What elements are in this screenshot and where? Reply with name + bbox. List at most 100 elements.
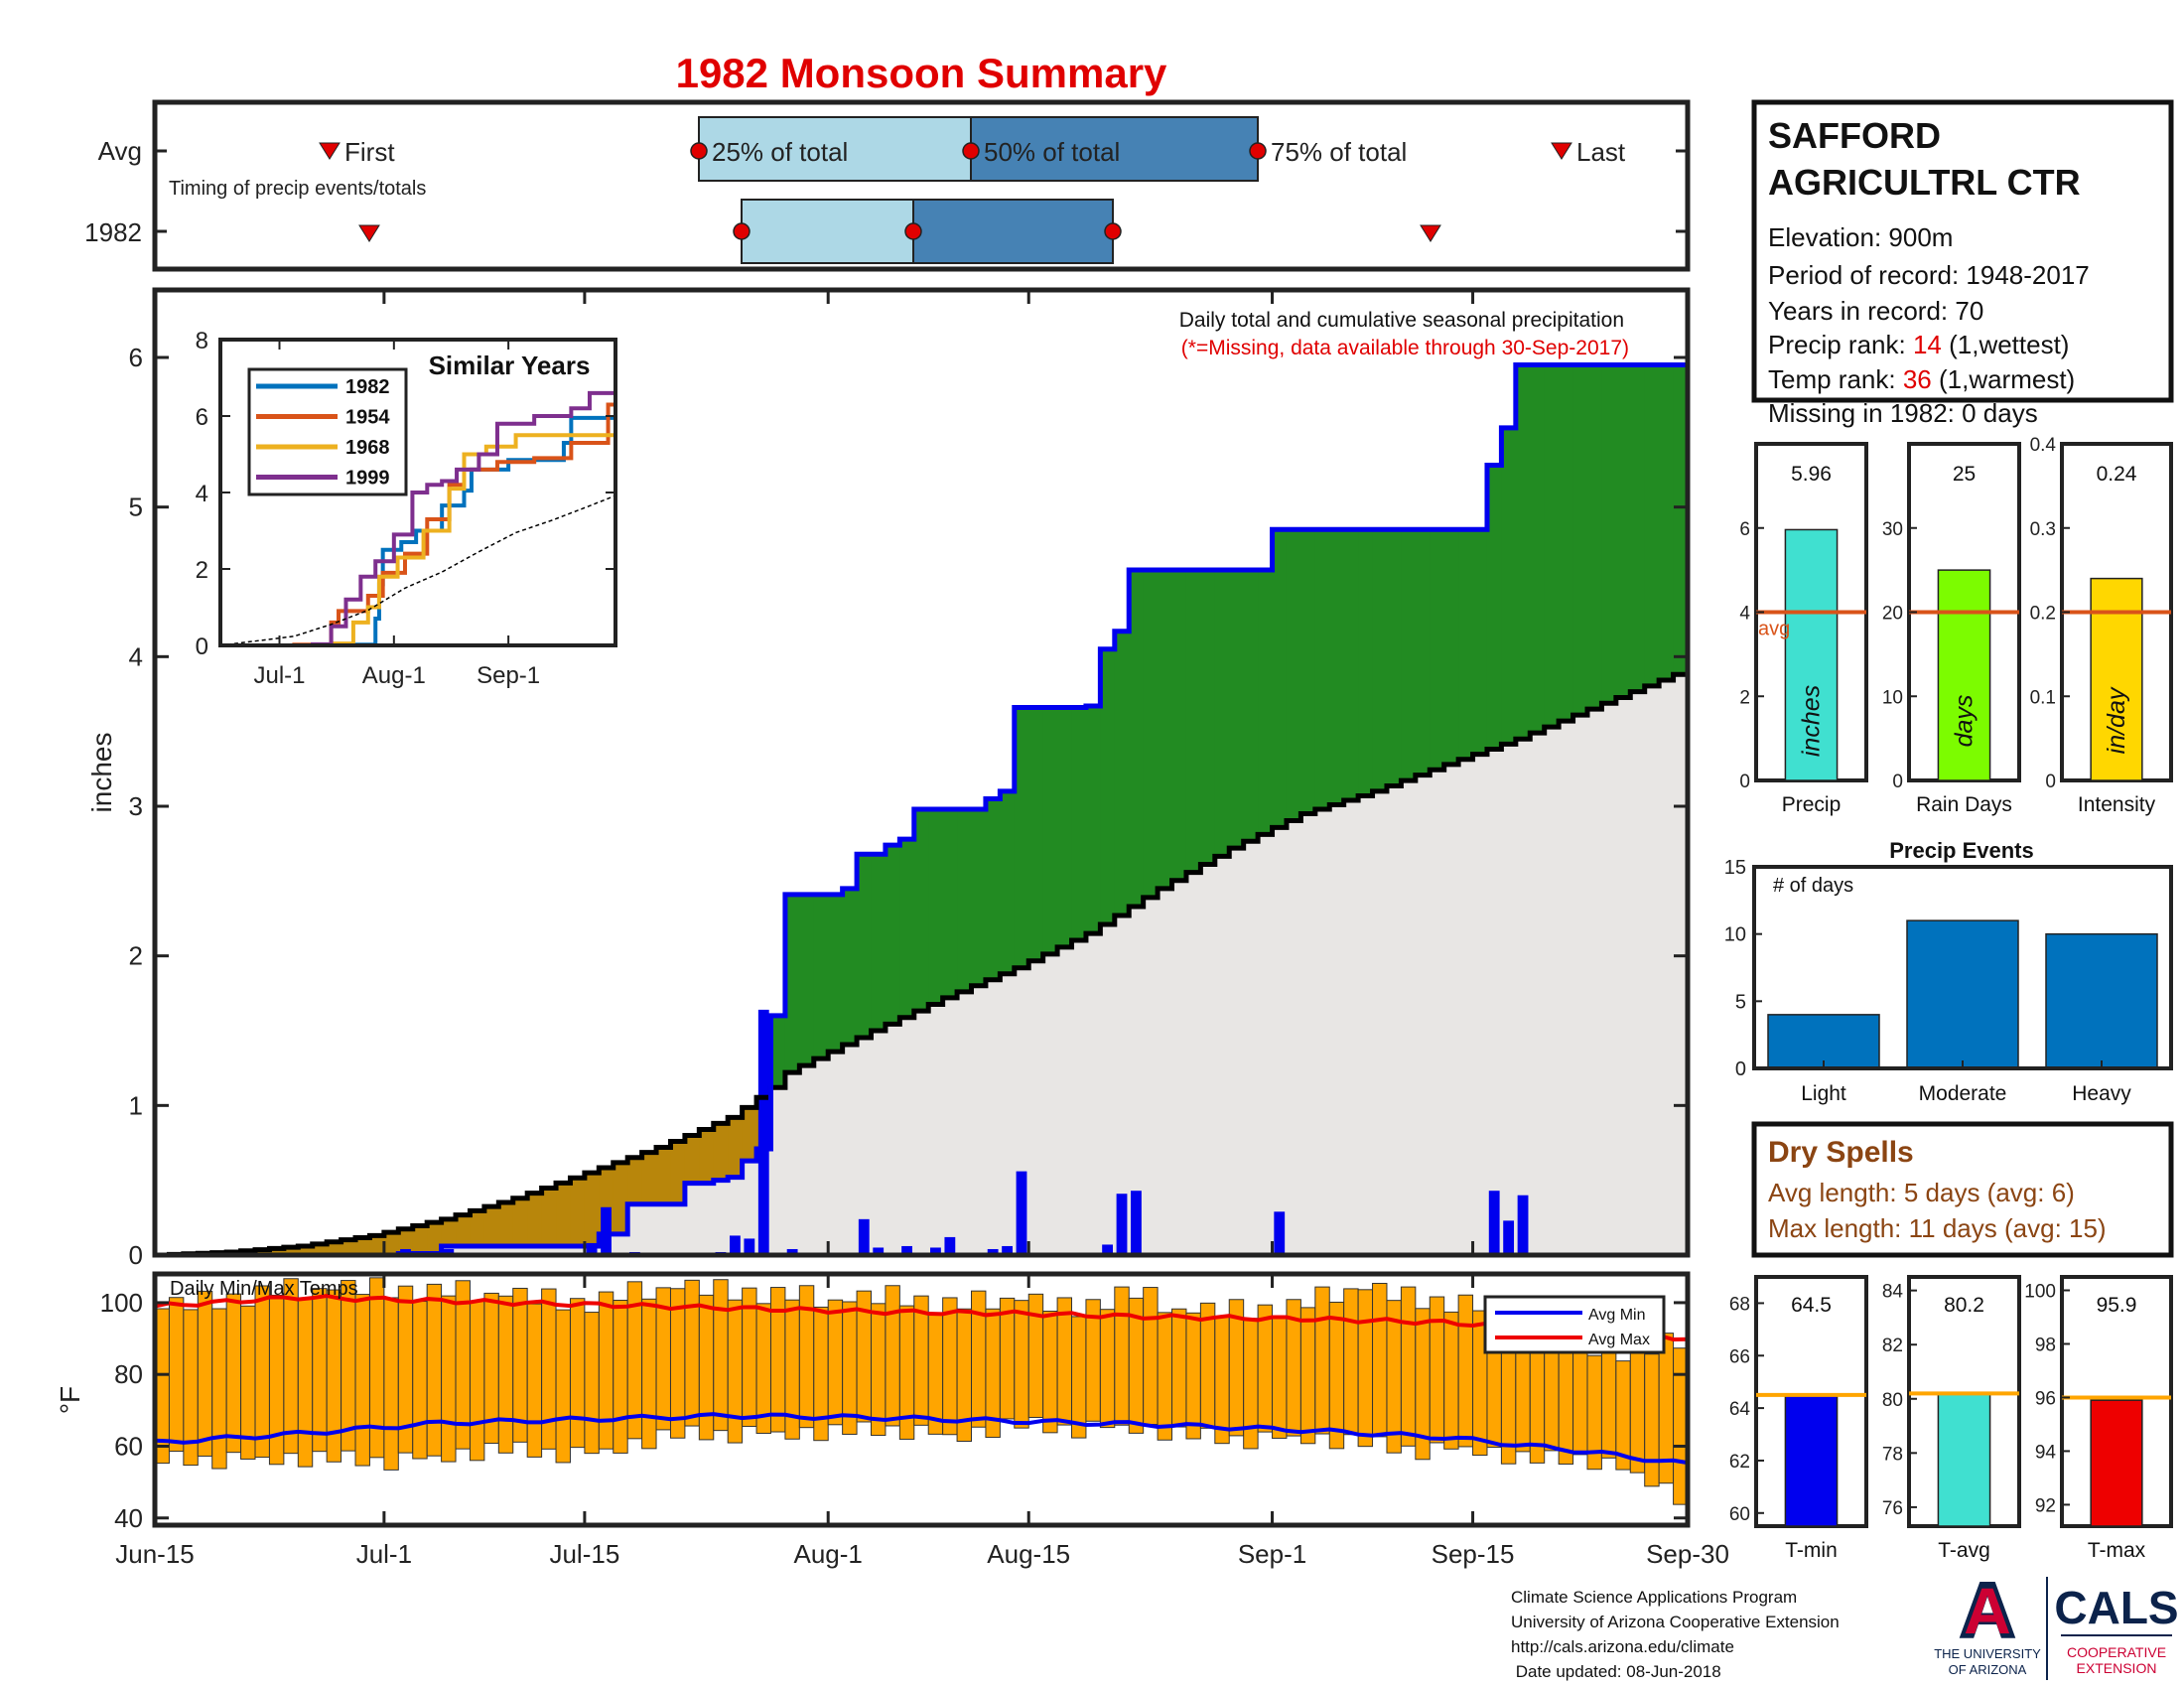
mini-panel-y-tick-label: 68 [1729, 1294, 1750, 1315]
timing-avg-p50-marker [962, 142, 980, 160]
mini-panel-y-tick-label: 6 [1739, 519, 1750, 540]
daily-temp-bar [225, 1293, 242, 1454]
precip-events-ylabel: # of days [1773, 875, 1853, 897]
temp-y-tick-label: 60 [114, 1431, 143, 1461]
dry-spells-box: Dry Spells Avg length: 5 days (avg: 6) M… [1751, 1121, 2174, 1258]
date-tick-label: Jun-15 [115, 1539, 195, 1569]
mini-panel-unit-label-1: days [1951, 695, 1979, 748]
daily-precip-bar [987, 1248, 999, 1255]
date-tick-label: Jul-1 [356, 1539, 412, 1569]
daily-temp-bar [1257, 1304, 1274, 1433]
mini-panel-y-tick-label: 96 [2035, 1388, 2056, 1409]
below-average-fill [627, 1157, 643, 1204]
above-average-fill [1258, 569, 1274, 835]
daily-temp-bar [1171, 1308, 1187, 1428]
timing-first-label: First [344, 137, 395, 167]
main-plot-note: Daily total and cumulative seasonal prec… [1179, 309, 1624, 332]
station-name-line1: SAFFORD [1768, 115, 1941, 156]
above-average-fill [1559, 364, 1574, 722]
cals-logo: CALS COOPERATIVE EXTENSION [2054, 1582, 2178, 1676]
timing-p75-label: 75% of total [1271, 137, 1407, 167]
main-plot-lines [155, 362, 1691, 1258]
date-tick-label: Sep-15 [1432, 1539, 1515, 1569]
daily-temp-bar [341, 1280, 356, 1452]
daily-temp-bar [1071, 1316, 1087, 1439]
daily-temp-bar [1600, 1343, 1617, 1459]
inset-line-avg [219, 494, 616, 646]
station-period: Period of record: 1948-2017 [1768, 260, 2090, 290]
above-average-fill [899, 839, 915, 1018]
main-plot-missing-note: (*=Missing, data available through 30-Se… [1181, 337, 1629, 359]
above-average-fill [1372, 529, 1388, 791]
daily-temp-bar [1429, 1296, 1445, 1444]
mini-panel-bar-precip [1784, 528, 1839, 781]
daily-temp-bar [297, 1297, 314, 1468]
daily-temp-bar [1372, 1282, 1388, 1438]
above-average-fill [1185, 569, 1201, 873]
above-average-fill [1486, 465, 1503, 750]
daily-temp-bar [1042, 1310, 1058, 1434]
precip-events-y-tick-label: 10 [1724, 924, 1746, 946]
below-average-fill [470, 1210, 485, 1246]
footer-credits: Climate Science Applications Program Uni… [1511, 1588, 1840, 1681]
above-average-fill [1630, 364, 1646, 692]
above-average-fill [1143, 569, 1159, 898]
inset-axes: 0 2 4 6 8 Jul-1 Aug-1 Sep-1 [196, 328, 615, 689]
above-average-fill [1200, 569, 1216, 865]
daily-precip-bar [786, 1248, 798, 1255]
temp-y-tick-label: 80 [114, 1359, 143, 1389]
mini-panel-y-tick-label: 20 [1882, 604, 1903, 625]
ua-logo-text2: OF ARIZONA [1949, 1662, 2027, 1677]
station-missing: Missing in 1982: 0 days [1768, 398, 2038, 428]
below-average-fill [398, 1228, 414, 1254]
daily-precip-bar [944, 1236, 956, 1255]
below-average-fill [512, 1197, 528, 1246]
below-average-fill [383, 1232, 399, 1255]
above-average-fill [770, 1015, 786, 1088]
timing-p25-label: 25% of total [712, 137, 848, 167]
daily-temp-bar [211, 1308, 227, 1470]
above-average-fill [1158, 569, 1173, 889]
daily-temp-bar [368, 1277, 385, 1459]
timing-avg-box-50-75 [970, 116, 1259, 182]
cals-logo-sub1: COOPERATIVE [2067, 1644, 2166, 1660]
mini-panel-category-2: Intensity [2078, 793, 2156, 816]
inset-legend-label-1968: 1968 [345, 437, 390, 459]
above-average-fill [942, 809, 958, 998]
above-average-fill [1601, 364, 1617, 704]
above-average-fill [1443, 529, 1459, 765]
ua-logo-letter-outline: A [1960, 1566, 2015, 1653]
temp-rank-value: 36 [1903, 364, 1932, 394]
daily-temp-bar [569, 1298, 586, 1449]
temp-y-axis: 40 60 80 100 [100, 1288, 1688, 1533]
inset-legend [247, 367, 408, 496]
daily-temp-bar [441, 1295, 457, 1463]
daily-temp-bar [1056, 1297, 1073, 1426]
dry-spells-title: Dry Spells [1768, 1136, 1914, 1169]
below-average-fill [656, 1147, 672, 1204]
timing-year-first-marker [358, 224, 380, 242]
inset-y-tick-label: 4 [196, 481, 208, 507]
daily-temp-bar [1443, 1311, 1459, 1450]
inset-x-tick-label: Jul-1 [253, 662, 305, 689]
daily-temp-bar [1199, 1302, 1216, 1429]
daily-temp-bar [412, 1301, 428, 1460]
inset-legend-label-1954: 1954 [345, 407, 390, 429]
temp-legend-min-label: Avg Min [1588, 1307, 1646, 1324]
above-average-fill [1572, 364, 1588, 716]
station-box-frame [1751, 99, 2174, 403]
daily-temp-bar [1644, 1353, 1660, 1487]
daily-precip-bar [930, 1247, 941, 1255]
timing-avg-box-25-50 [698, 116, 972, 182]
daily-precip-bar [730, 1235, 741, 1255]
timing-row-avg-label: Avg [98, 136, 142, 166]
mini-panel-y-tick-label: 0.4 [2030, 435, 2057, 456]
date-tick-label: Sep-30 [1646, 1539, 1729, 1569]
above-average-fill [828, 894, 844, 1053]
inset-lines [219, 390, 616, 647]
above-average-fill [1214, 569, 1230, 857]
below-average-fill [298, 1245, 314, 1255]
daily-temp-bar [1185, 1312, 1201, 1440]
daily-precip-bar [1488, 1191, 1500, 1255]
above-average-fill [1472, 529, 1488, 755]
